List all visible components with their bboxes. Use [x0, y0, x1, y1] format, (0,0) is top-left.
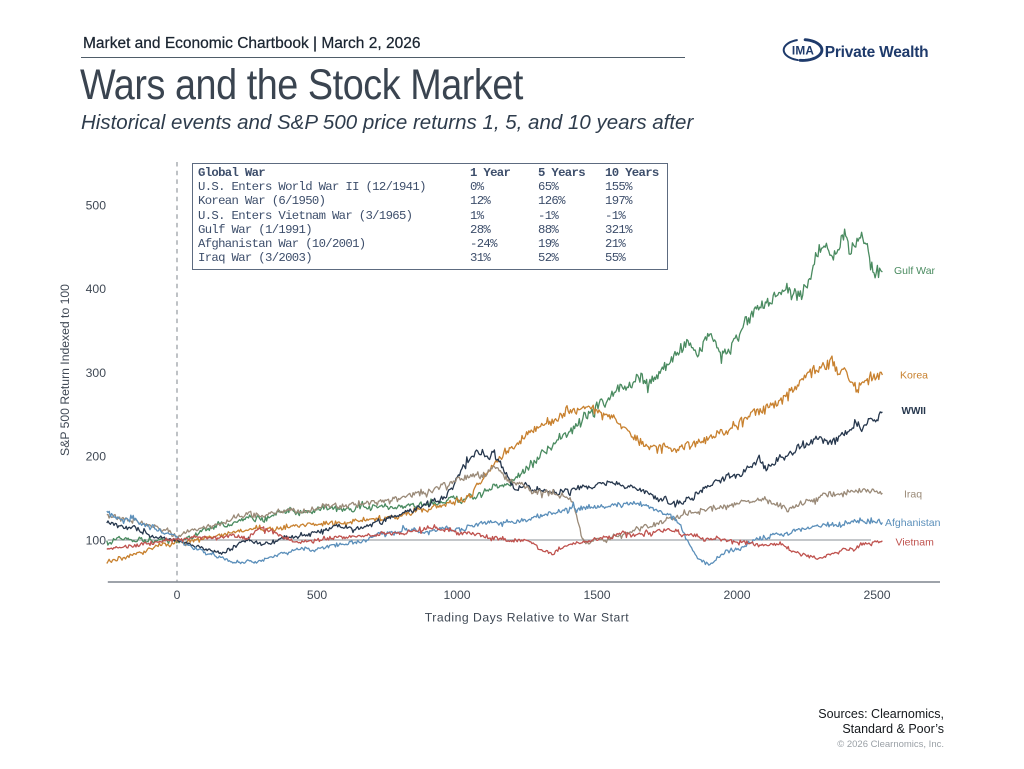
svg-text:1500: 1500 — [583, 588, 610, 602]
svg-text:Korea: Korea — [900, 370, 928, 382]
svg-text:Trading Days Relative to War S: Trading Days Relative to War Start — [425, 611, 630, 625]
svg-text:1000: 1000 — [443, 588, 470, 602]
svg-text:500: 500 — [307, 588, 328, 602]
svg-text:Private Wealth: Private Wealth — [825, 44, 929, 61]
svg-text:200: 200 — [86, 450, 107, 464]
svg-text:500: 500 — [86, 198, 107, 212]
svg-text:IMA: IMA — [792, 43, 815, 57]
svg-text:400: 400 — [86, 282, 107, 296]
svg-text:2000: 2000 — [723, 588, 750, 602]
svg-text:Afghanistan: Afghanistan — [885, 517, 941, 529]
svg-text:100: 100 — [86, 533, 107, 547]
svg-text:300: 300 — [86, 366, 107, 380]
svg-text:S&P 500 Return Indexed to 100: S&P 500 Return Indexed to 100 — [58, 284, 72, 456]
svg-text:2500: 2500 — [863, 588, 890, 602]
svg-text:WWII: WWII — [902, 406, 927, 417]
svg-text:Vietnam: Vietnam — [896, 537, 935, 549]
svg-text:Gulf War: Gulf War — [894, 265, 936, 277]
svg-text:0: 0 — [174, 588, 181, 602]
svg-text:Iraq: Iraq — [904, 489, 922, 501]
